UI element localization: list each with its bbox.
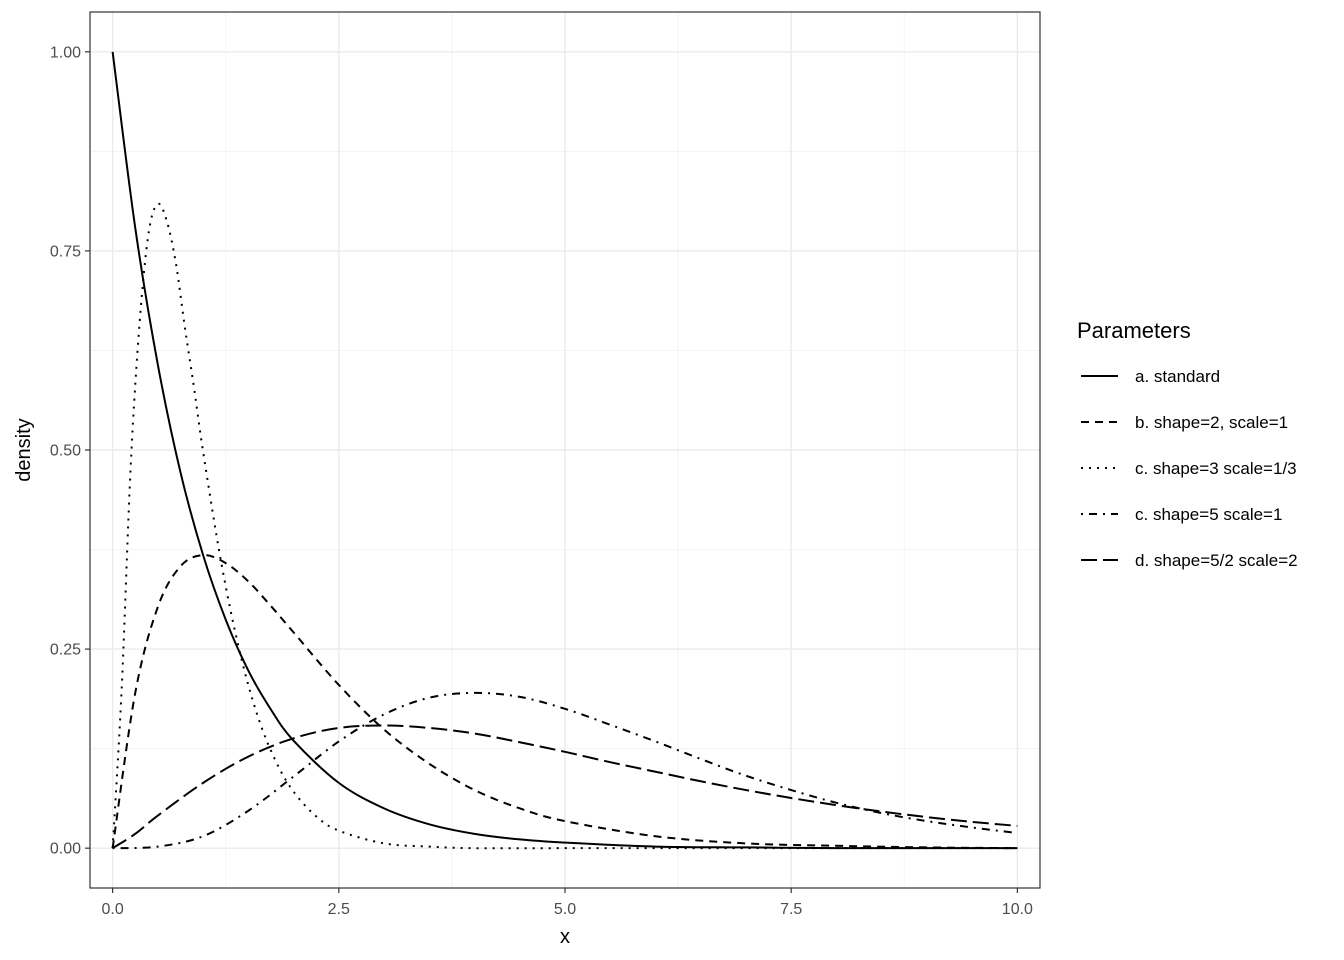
series-line-5 xyxy=(112,724,1018,850)
x-axis-title: x xyxy=(560,926,570,948)
x-tick-label: 10.0 xyxy=(1002,901,1033,918)
legend-label-4: c. shape=5 scale=1 xyxy=(1135,505,1282,524)
legend-label-3: c. shape=3 scale=1/3 xyxy=(1135,459,1297,478)
legend-label-2: b. shape=2, scale=1 xyxy=(1135,413,1288,432)
x-tick-label: 5.0 xyxy=(554,901,576,918)
series-line-1 xyxy=(111,51,1018,850)
y-axis-title: density xyxy=(13,418,35,481)
y-tick-label: 0.75 xyxy=(50,243,81,260)
legend: Parameters a. standard b. shape=2, scale=… xyxy=(1077,318,1298,570)
y-axis: 0.00 0.25 0.50 0.75 1.00 xyxy=(50,44,90,858)
x-axis: 0.0 2.5 5.0 7.5 10.0 xyxy=(101,888,1033,918)
x-tick-label: 7.5 xyxy=(780,901,802,918)
series-line-4 xyxy=(112,691,1018,850)
y-tick-label: 0.50 xyxy=(50,443,81,460)
y-tick-label: 1.00 xyxy=(50,44,81,61)
x-tick-label: 2.5 xyxy=(328,901,350,918)
x-tick-label: 0.0 xyxy=(101,901,123,918)
legend-items: a. standard b. shape=2, scale=1 c. shape=3… xyxy=(1081,367,1298,570)
legend-title: Parameters xyxy=(1077,318,1191,343)
legend-label-5: d. shape=5/2 scale=2 xyxy=(1135,551,1298,570)
y-tick-label: 0.25 xyxy=(50,642,81,659)
legend-label-1: a. standard xyxy=(1135,367,1220,386)
series-layer xyxy=(111,51,1018,850)
y-tick-label: 0.00 xyxy=(50,841,81,858)
series-line-3 xyxy=(111,202,1018,850)
series-line-2 xyxy=(111,554,1018,850)
